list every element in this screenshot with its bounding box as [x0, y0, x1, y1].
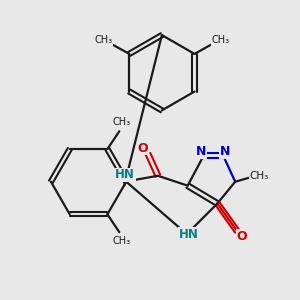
Text: CH₃: CH₃ [211, 35, 229, 45]
Text: HN: HN [179, 228, 199, 241]
Text: O: O [138, 142, 148, 154]
Text: O: O [237, 230, 248, 243]
Text: CH₃: CH₃ [112, 236, 130, 246]
Text: N: N [220, 146, 230, 158]
Text: CH₃: CH₃ [112, 117, 130, 127]
Text: HN: HN [115, 168, 135, 181]
Text: CH₃: CH₃ [94, 35, 112, 45]
Text: CH₃: CH₃ [249, 171, 268, 181]
Text: N: N [196, 146, 207, 158]
